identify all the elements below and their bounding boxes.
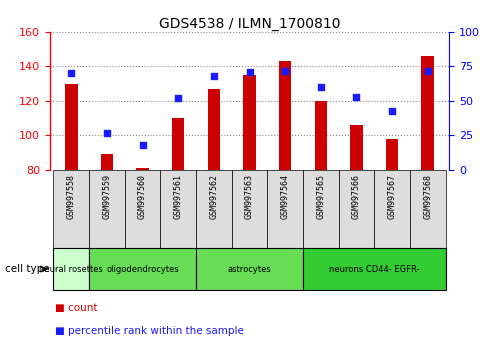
Bar xyxy=(160,170,196,248)
Bar xyxy=(422,56,434,170)
Bar xyxy=(89,170,125,248)
Bar xyxy=(53,170,89,248)
Text: GSM997561: GSM997561 xyxy=(174,174,183,219)
Bar xyxy=(196,248,303,290)
Bar xyxy=(374,170,410,248)
Point xyxy=(103,130,111,136)
Bar xyxy=(125,170,160,248)
Bar xyxy=(244,75,256,170)
Point xyxy=(67,70,75,76)
Text: GSM997568: GSM997568 xyxy=(423,174,432,219)
Bar xyxy=(386,139,398,170)
Text: cell type: cell type xyxy=(5,264,49,274)
Point xyxy=(388,108,396,113)
Text: ■ count: ■ count xyxy=(55,303,97,313)
Bar xyxy=(101,154,113,170)
Text: neural rosettes: neural rosettes xyxy=(39,264,103,274)
Text: GSM997562: GSM997562 xyxy=(210,174,219,219)
Point xyxy=(246,69,253,75)
Text: GSM997559: GSM997559 xyxy=(102,174,111,219)
Text: GSM997564: GSM997564 xyxy=(280,174,289,219)
Bar xyxy=(303,248,446,290)
Text: ■ percentile rank within the sample: ■ percentile rank within the sample xyxy=(55,326,244,336)
Point xyxy=(139,142,147,148)
Title: GDS4538 / ILMN_1700810: GDS4538 / ILMN_1700810 xyxy=(159,17,340,31)
Point xyxy=(174,95,182,101)
Bar xyxy=(314,101,327,170)
Bar xyxy=(267,170,303,248)
Text: GSM997565: GSM997565 xyxy=(316,174,325,219)
Text: astrocytes: astrocytes xyxy=(228,264,271,274)
Text: GSM997560: GSM997560 xyxy=(138,174,147,219)
Point xyxy=(317,84,325,90)
Bar xyxy=(65,84,77,170)
Bar xyxy=(196,170,232,248)
Text: neurons CD44- EGFR-: neurons CD44- EGFR- xyxy=(329,264,420,274)
Bar xyxy=(350,125,363,170)
Point xyxy=(281,68,289,73)
Text: GSM997566: GSM997566 xyxy=(352,174,361,219)
Text: oligodendrocytes: oligodendrocytes xyxy=(106,264,179,274)
Bar xyxy=(172,118,185,170)
Bar xyxy=(89,248,196,290)
Point xyxy=(352,94,360,99)
Text: GSM997567: GSM997567 xyxy=(388,174,397,219)
Bar xyxy=(53,248,89,290)
Bar xyxy=(208,89,220,170)
Bar xyxy=(410,170,446,248)
Point xyxy=(210,73,218,79)
Point xyxy=(424,68,432,73)
Bar xyxy=(279,61,291,170)
Bar xyxy=(232,170,267,248)
Text: GSM997558: GSM997558 xyxy=(67,174,76,219)
Text: GSM997563: GSM997563 xyxy=(245,174,254,219)
Bar xyxy=(339,170,374,248)
Bar xyxy=(136,168,149,170)
Bar xyxy=(303,170,339,248)
